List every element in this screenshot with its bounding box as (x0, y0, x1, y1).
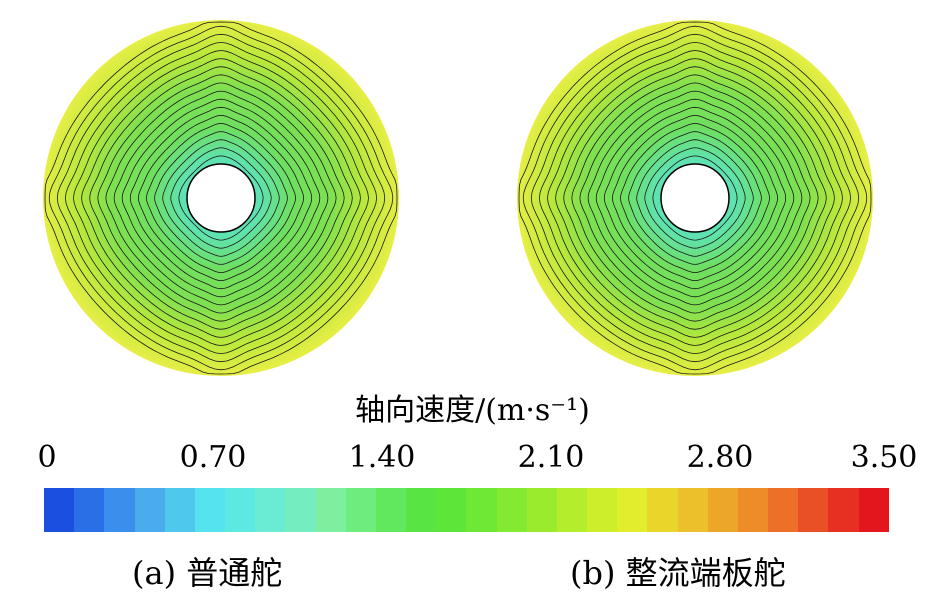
colorbar-swatch (496, 488, 527, 532)
contour-line (178, 155, 264, 241)
colorbar-tick-0: 0 (37, 440, 57, 475)
contour-line (113, 90, 329, 306)
colorbar-tick-1: 0.70 (179, 440, 247, 475)
contour-line (522, 25, 868, 371)
contour-line (563, 66, 827, 330)
contour-line (105, 82, 337, 314)
colorbar-swatch (255, 488, 286, 532)
colorbar-tick-5: 3.50 (850, 440, 918, 475)
colorbar-swatch (315, 488, 346, 532)
contour-line (170, 147, 272, 249)
colorbar-swatch (677, 488, 708, 532)
contour-line (137, 114, 305, 282)
colorbar-swatch (526, 488, 557, 532)
colorbar-tick-2: 1.40 (348, 440, 416, 475)
contour-plot-a (43, 20, 399, 376)
colorbar-swatch (707, 488, 738, 532)
contour-line (595, 98, 795, 298)
colorbar-swatch (74, 488, 105, 532)
caption-a: (a) 普通舵 (132, 554, 283, 592)
colorbar-swatch (44, 488, 75, 532)
colorbar-swatch (587, 488, 618, 532)
colorbar-swatch (436, 488, 467, 532)
colorbar-swatch (647, 488, 678, 532)
colorbar-swatch (737, 488, 769, 532)
colorbar-swatch (556, 488, 588, 532)
contour-line (129, 106, 313, 290)
contour-line (538, 41, 852, 355)
contour-line (587, 90, 803, 306)
colorbar-swatch (104, 488, 135, 532)
hub-hole (660, 163, 730, 233)
colorbar-swatch (617, 488, 648, 532)
contour-line (48, 25, 394, 371)
contour-line (97, 74, 345, 322)
colorbar-tick-4: 2.80 (686, 440, 754, 475)
colorbar-swatch (466, 488, 497, 532)
contour-line (603, 106, 787, 290)
contour-line (555, 58, 835, 338)
contour-line (44, 21, 398, 375)
contour-line (146, 123, 296, 273)
contour-line (620, 123, 770, 273)
contour-line (611, 114, 779, 282)
colorbar-swatch (768, 488, 799, 532)
contour-line (547, 50, 843, 346)
colorbar-swatch (828, 488, 859, 532)
caption-b: (b) 整流端板舵 (570, 554, 786, 592)
colorbar-swatch (225, 488, 256, 532)
contour-line (628, 131, 762, 265)
contour-line (89, 66, 353, 330)
colorbar (44, 488, 889, 532)
hub-hole (186, 163, 256, 233)
colorbar-swatch (285, 488, 316, 532)
contour-line (652, 155, 738, 241)
contour-line (530, 33, 860, 363)
contour-line (64, 41, 378, 355)
colorbar-tick-3: 2.10 (517, 440, 585, 475)
colorbar-title: 轴向速度/(m·s⁻¹) (355, 393, 590, 428)
contour-line (636, 139, 754, 257)
contour-line (571, 74, 819, 322)
colorbar-swatch (164, 488, 195, 532)
contour-line (81, 58, 361, 338)
contour-line (56, 33, 386, 363)
colorbar-swatch (375, 488, 407, 532)
contour-line (73, 50, 369, 346)
contour-line (518, 21, 872, 375)
colorbar-swatch (194, 488, 226, 532)
colorbar-swatch (798, 488, 829, 532)
colorbar-swatch (858, 488, 889, 532)
colorbar-swatch (345, 488, 376, 532)
colorbar-swatch (406, 488, 437, 532)
contour-line (644, 147, 746, 249)
contour-plot-b (517, 20, 873, 376)
contour-line (579, 82, 811, 314)
contour-line (154, 131, 288, 265)
contour-line (121, 98, 321, 298)
contour-line (162, 139, 280, 257)
colorbar-swatch (134, 488, 165, 532)
